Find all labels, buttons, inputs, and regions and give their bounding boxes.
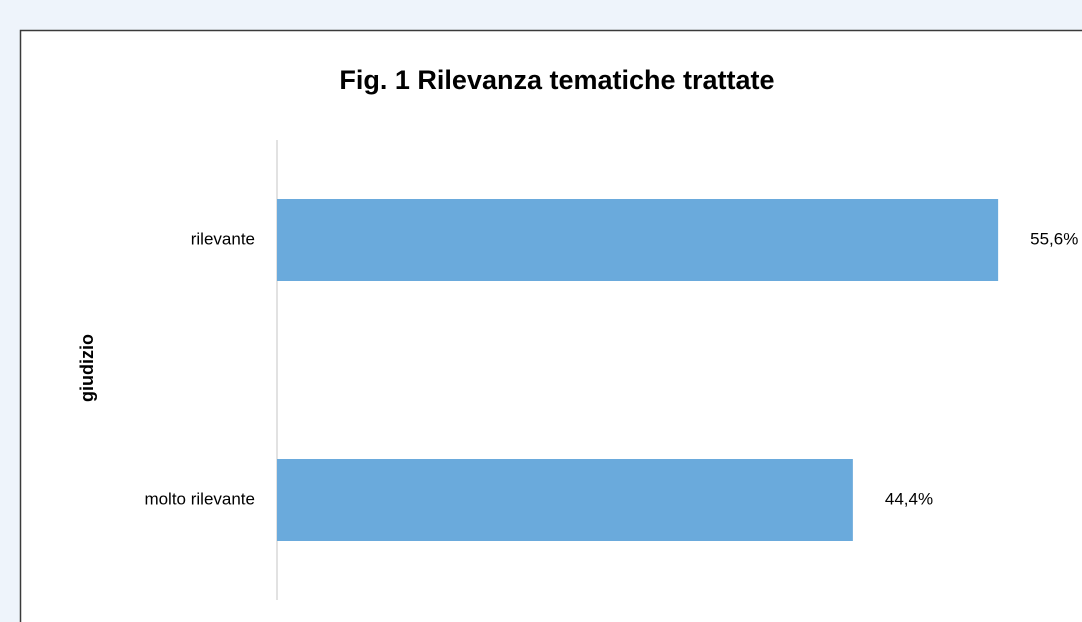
- bar: [277, 459, 853, 541]
- data-label: 55,6%: [1030, 229, 1078, 248]
- y-tick-label: rilevante: [191, 229, 255, 248]
- y-tick-label: molto rilevante: [144, 489, 255, 508]
- bar: [277, 199, 999, 281]
- chart-title: Fig. 1 Rilevanza tematiche trattate: [339, 65, 774, 95]
- data-label: 44,4%: [885, 489, 933, 508]
- y-axis-title: giudizio: [77, 334, 97, 402]
